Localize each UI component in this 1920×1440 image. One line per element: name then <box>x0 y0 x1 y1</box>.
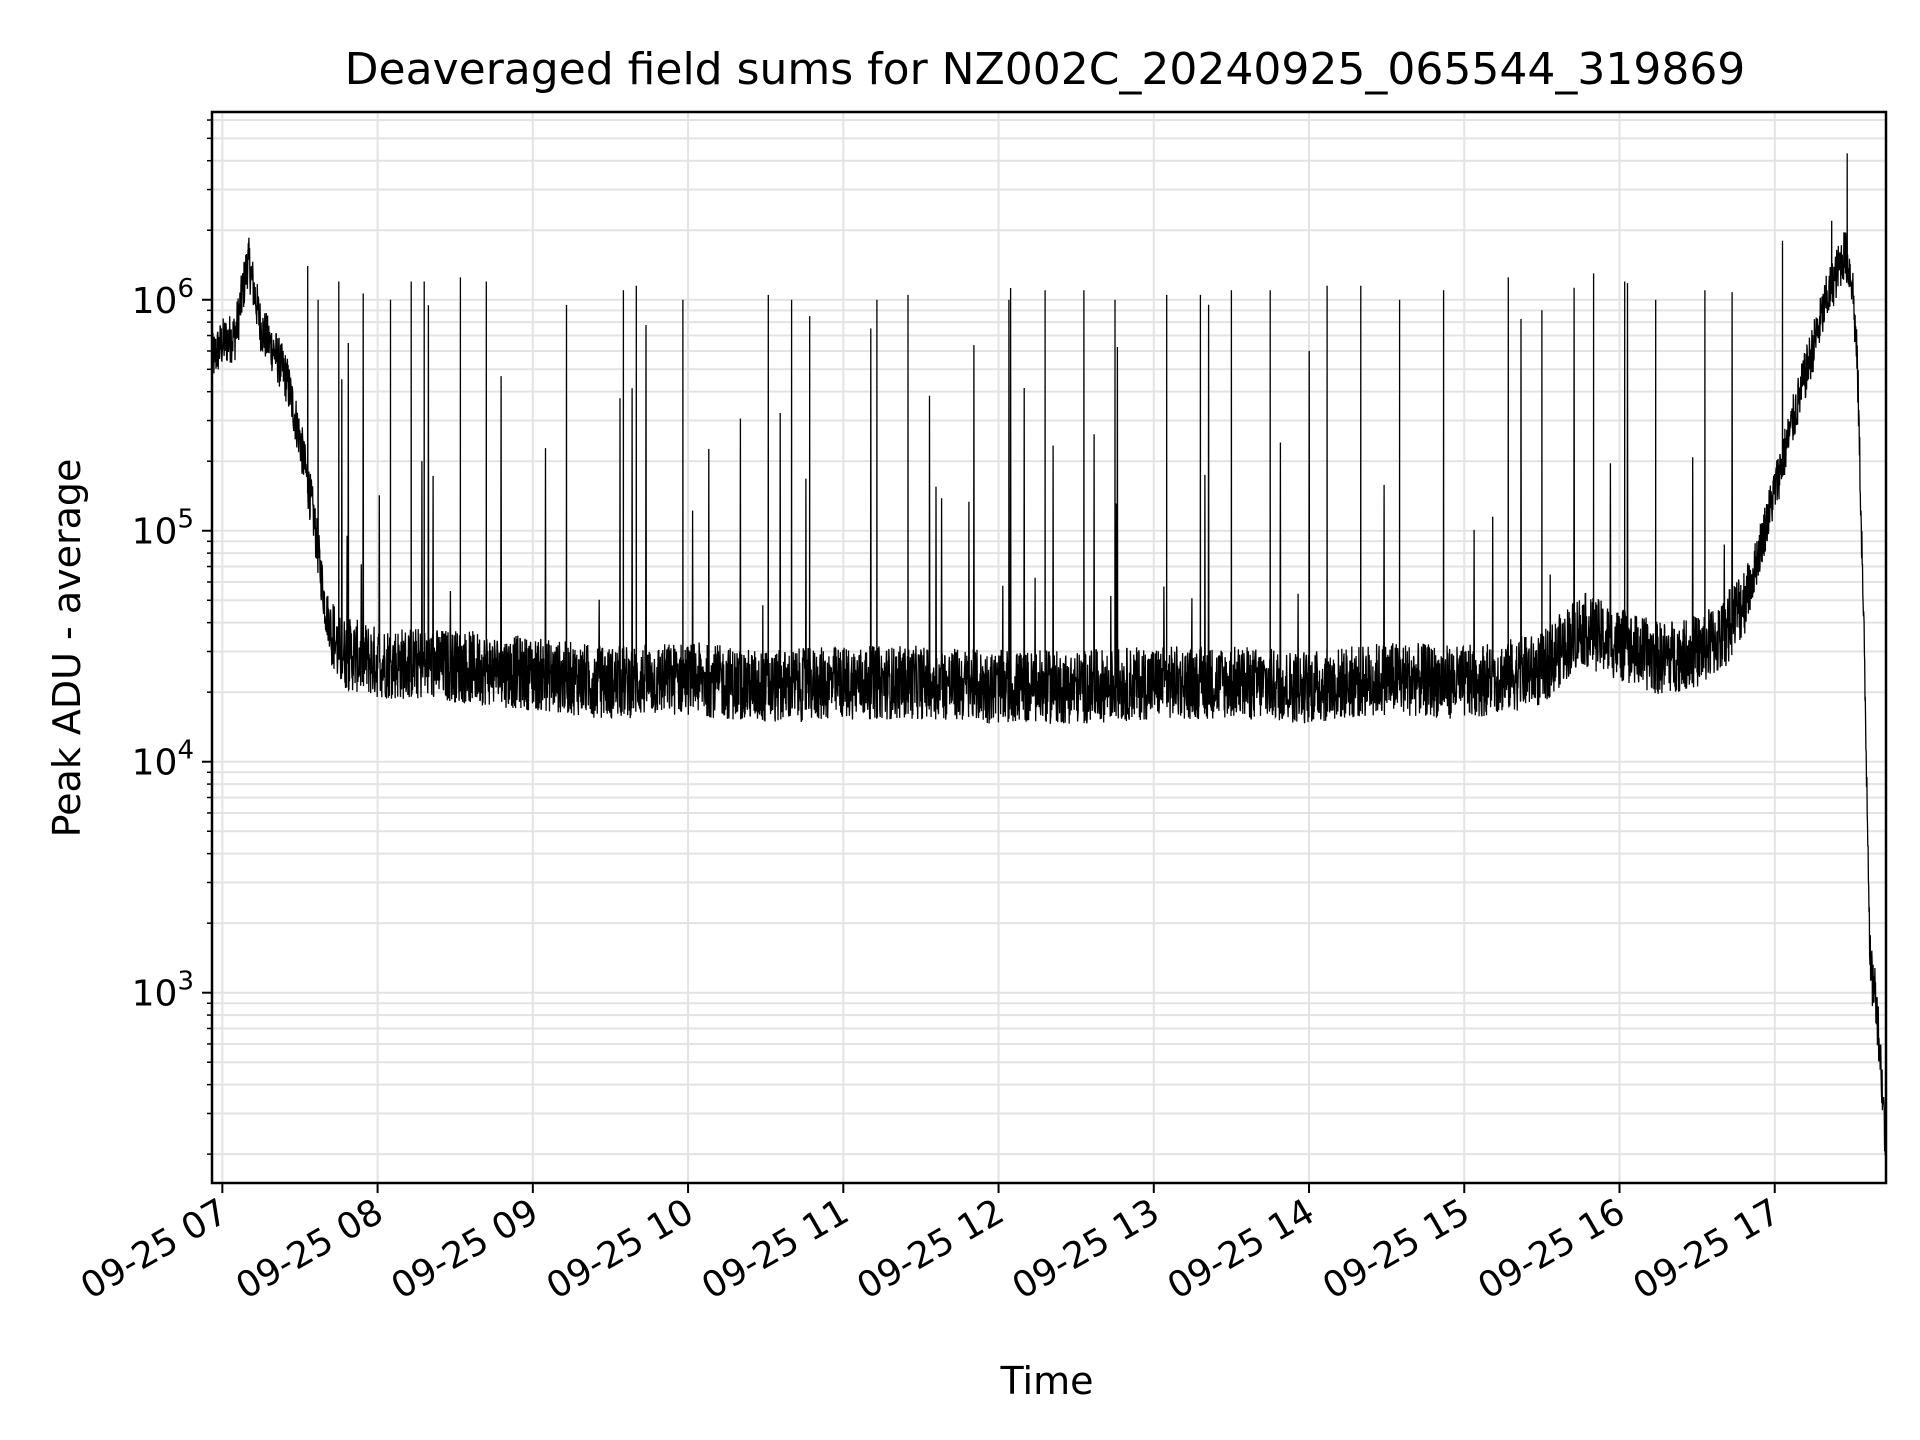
plot-frame <box>210 110 1888 1185</box>
x-tick-label: 09-25 11 <box>695 1191 856 1307</box>
y-tick-label: 106 <box>132 274 194 322</box>
y-tick-label: 105 <box>132 505 194 553</box>
y-tick-exponent: 3 <box>177 967 194 997</box>
x-tick-label: 09-25 07 <box>74 1191 235 1307</box>
y-tick-base: 10 <box>132 974 178 1015</box>
y-tick-exponent: 5 <box>177 505 194 535</box>
x-tick-label: 09-25 12 <box>850 1191 1011 1307</box>
series <box>211 153 1887 1156</box>
y-tick-label: 103 <box>132 967 194 1015</box>
x-tick-label: 09-25 16 <box>1471 1191 1632 1307</box>
x-tick-label: 09-25 15 <box>1316 1191 1477 1307</box>
grid <box>212 112 1886 1183</box>
chart-title: Deaveraged field sums for NZ002C_2024092… <box>345 44 1746 95</box>
y-tick-base: 10 <box>132 743 178 784</box>
x-tick-label: 09-25 09 <box>385 1191 546 1307</box>
x-tick-label: 09-25 17 <box>1627 1191 1788 1307</box>
y-tick-exponent: 4 <box>177 736 194 766</box>
y-tick-base: 10 <box>132 281 178 322</box>
y-tick-base: 10 <box>132 512 178 553</box>
x-tick-label: 09-25 10 <box>540 1191 701 1307</box>
y-axis-label: Peak ADU - average <box>45 459 89 838</box>
x-tick-label: 09-25 13 <box>1006 1191 1167 1307</box>
x-tick-label: 09-25 08 <box>229 1191 390 1307</box>
y-tick-exponent: 6 <box>177 274 194 304</box>
series-line <box>211 153 1887 1156</box>
x-axis-label: Time <box>1000 1359 1094 1403</box>
x-tick-label: 09-25 14 <box>1161 1191 1322 1307</box>
y-tick-label: 104 <box>132 736 194 784</box>
